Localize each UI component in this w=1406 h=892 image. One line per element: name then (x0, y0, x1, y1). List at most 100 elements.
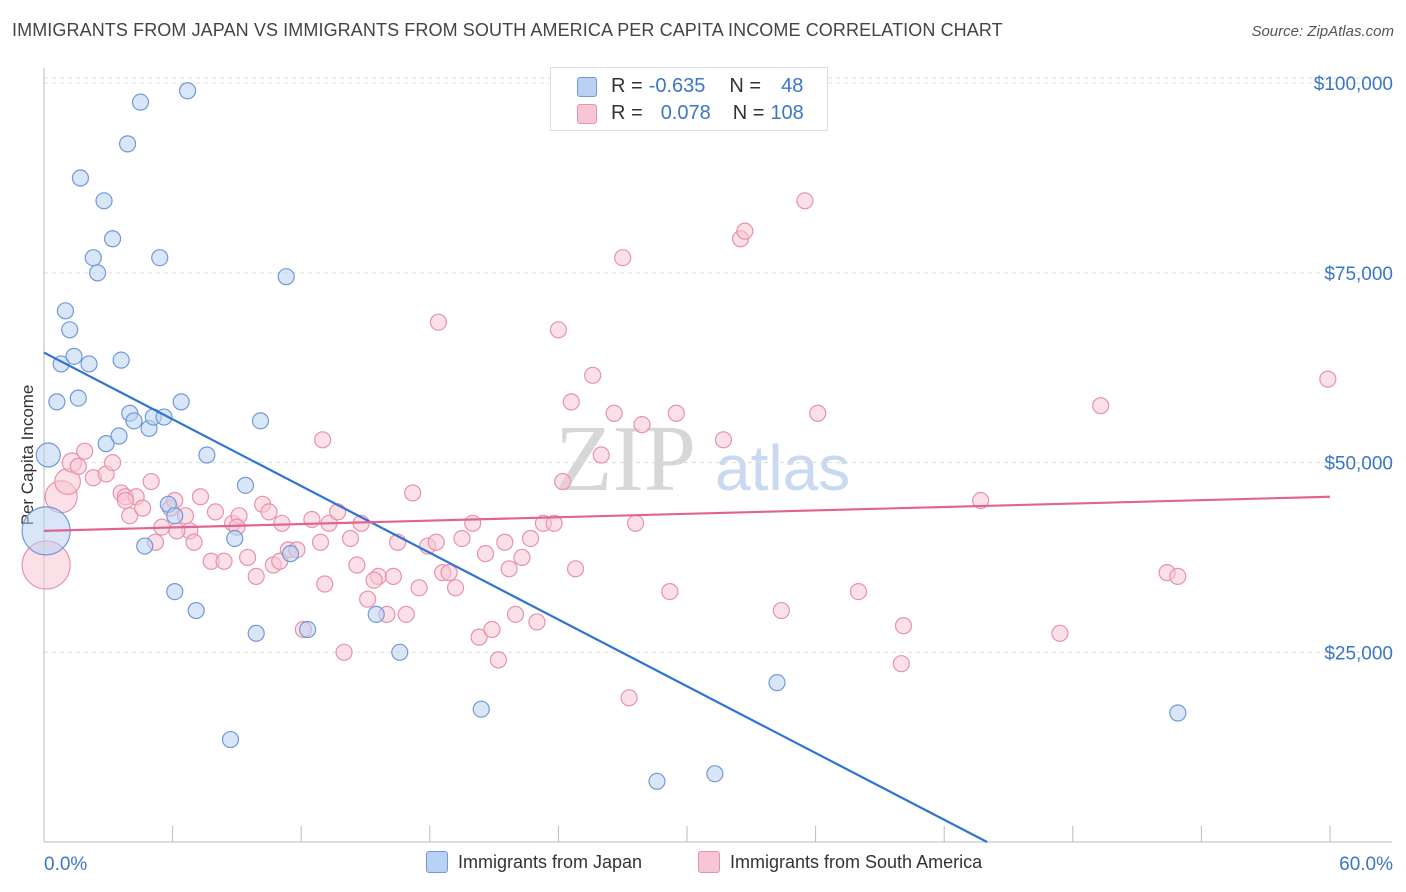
south-america-point (335, 643, 353, 661)
south-america-point (239, 548, 257, 567)
south-america-point (513, 548, 531, 567)
x-tick-label-min: 0.0% (44, 854, 87, 875)
japan-point (251, 412, 270, 430)
south-america-point (500, 560, 518, 578)
south-america-point (605, 404, 623, 422)
legend-south-america: Immigrants from South America (698, 851, 982, 873)
south-america-point (329, 503, 347, 521)
japan-point (84, 249, 102, 267)
japan-point (706, 765, 724, 783)
legend-sa-label: Immigrants from South America (730, 851, 983, 872)
japan-point (151, 249, 169, 267)
legend-japan-swatch (426, 851, 448, 873)
south-america-point (483, 620, 501, 639)
japan-point (179, 82, 197, 100)
south-america-point (359, 590, 377, 608)
south-america-point (116, 491, 135, 510)
south-america-point (404, 484, 422, 502)
japan-point (281, 545, 300, 563)
japan-n-value: 48 (781, 74, 804, 97)
south-america-point (849, 582, 868, 601)
south-america-point (796, 192, 814, 210)
south-america-point (464, 514, 482, 532)
japan-point (226, 529, 244, 548)
south-america-point (341, 529, 360, 548)
south-america-point (314, 431, 332, 449)
south-america-point (566, 560, 585, 578)
japan-point (125, 412, 143, 430)
south-america-point (348, 556, 366, 574)
y-tick-label: $75,000 (1324, 264, 1393, 285)
legend-japan-label: Immigrants from Japan (458, 851, 643, 872)
stats-box: R = -0.635 N = 48 R = 0.078 N = 108 (550, 67, 828, 131)
south-america-trend-line (43, 495, 1331, 532)
japan-point (166, 582, 184, 601)
watermark-atlas: atlas (715, 432, 850, 504)
sa-stat-swatch (577, 104, 597, 124)
south-america-point (247, 567, 265, 586)
japan-point (172, 393, 190, 411)
japan-trend-line (43, 351, 988, 843)
south-america-point (76, 442, 94, 460)
south-america-point (103, 453, 122, 472)
south-america-point (185, 533, 203, 551)
japan-point (97, 435, 115, 453)
source-label: Source: ZipAtlas.com (1251, 23, 1394, 40)
south-america-point (894, 617, 913, 635)
south-america-point (1169, 567, 1187, 586)
south-america-point (592, 446, 610, 464)
south-america-point (554, 472, 572, 491)
japan-point (112, 351, 130, 369)
japan-n-label: N = (729, 74, 762, 97)
south-america-point (562, 393, 580, 411)
south-america-point (397, 605, 415, 623)
japan-point (166, 507, 184, 525)
japan-stat-row: R = -0.635 N = 48 (611, 73, 803, 99)
south-america-point (1319, 370, 1337, 388)
south-america-point (809, 404, 827, 422)
sa-r-value: 0.078 (660, 101, 711, 124)
japan-point (221, 730, 240, 749)
south-america-point (440, 564, 458, 582)
japan-point (391, 643, 409, 661)
japan-point (71, 169, 90, 187)
south-america-point (892, 655, 910, 673)
south-america-point (496, 533, 514, 551)
south-america-point (489, 651, 507, 669)
south-america-point (476, 545, 495, 563)
south-america-point (168, 522, 186, 540)
japan-point (247, 624, 265, 642)
south-america-point (626, 514, 645, 532)
legend-sa-swatch (698, 851, 720, 873)
sa-n-label: N = (732, 101, 765, 124)
y-tick-label: $25,000 (1324, 643, 1393, 664)
japan-point (65, 347, 83, 365)
south-america-point (191, 488, 210, 506)
south-america-point (528, 613, 546, 631)
grid-lines (44, 77, 1392, 653)
south-america-point (506, 605, 525, 623)
south-america-point (453, 529, 471, 548)
japan-point (95, 192, 113, 210)
south-america-point (736, 222, 754, 240)
south-america-point (316, 575, 334, 593)
south-america-point (470, 628, 488, 646)
japan-point (118, 135, 137, 153)
japan-r-value: -0.635 (648, 74, 706, 97)
south-america-point (972, 491, 990, 510)
south-america-point (133, 499, 152, 517)
sa-stat-row: R = 0.078 N = 108 (611, 100, 804, 126)
south-america-point (69, 457, 87, 475)
japan-point (80, 355, 98, 373)
trend-lines (43, 351, 1331, 843)
tick-labels: $25,000 $50,000 $75,000 $100,000 0.0% 60.0% (44, 74, 1393, 875)
japan-point (648, 772, 666, 790)
japan-point (131, 93, 150, 111)
japan-points (21, 82, 1187, 790)
japan-point (103, 230, 122, 248)
japan-point (367, 605, 385, 623)
south-america-point (714, 431, 733, 449)
japan-stat-swatch (577, 77, 597, 97)
japan-point (136, 537, 154, 555)
